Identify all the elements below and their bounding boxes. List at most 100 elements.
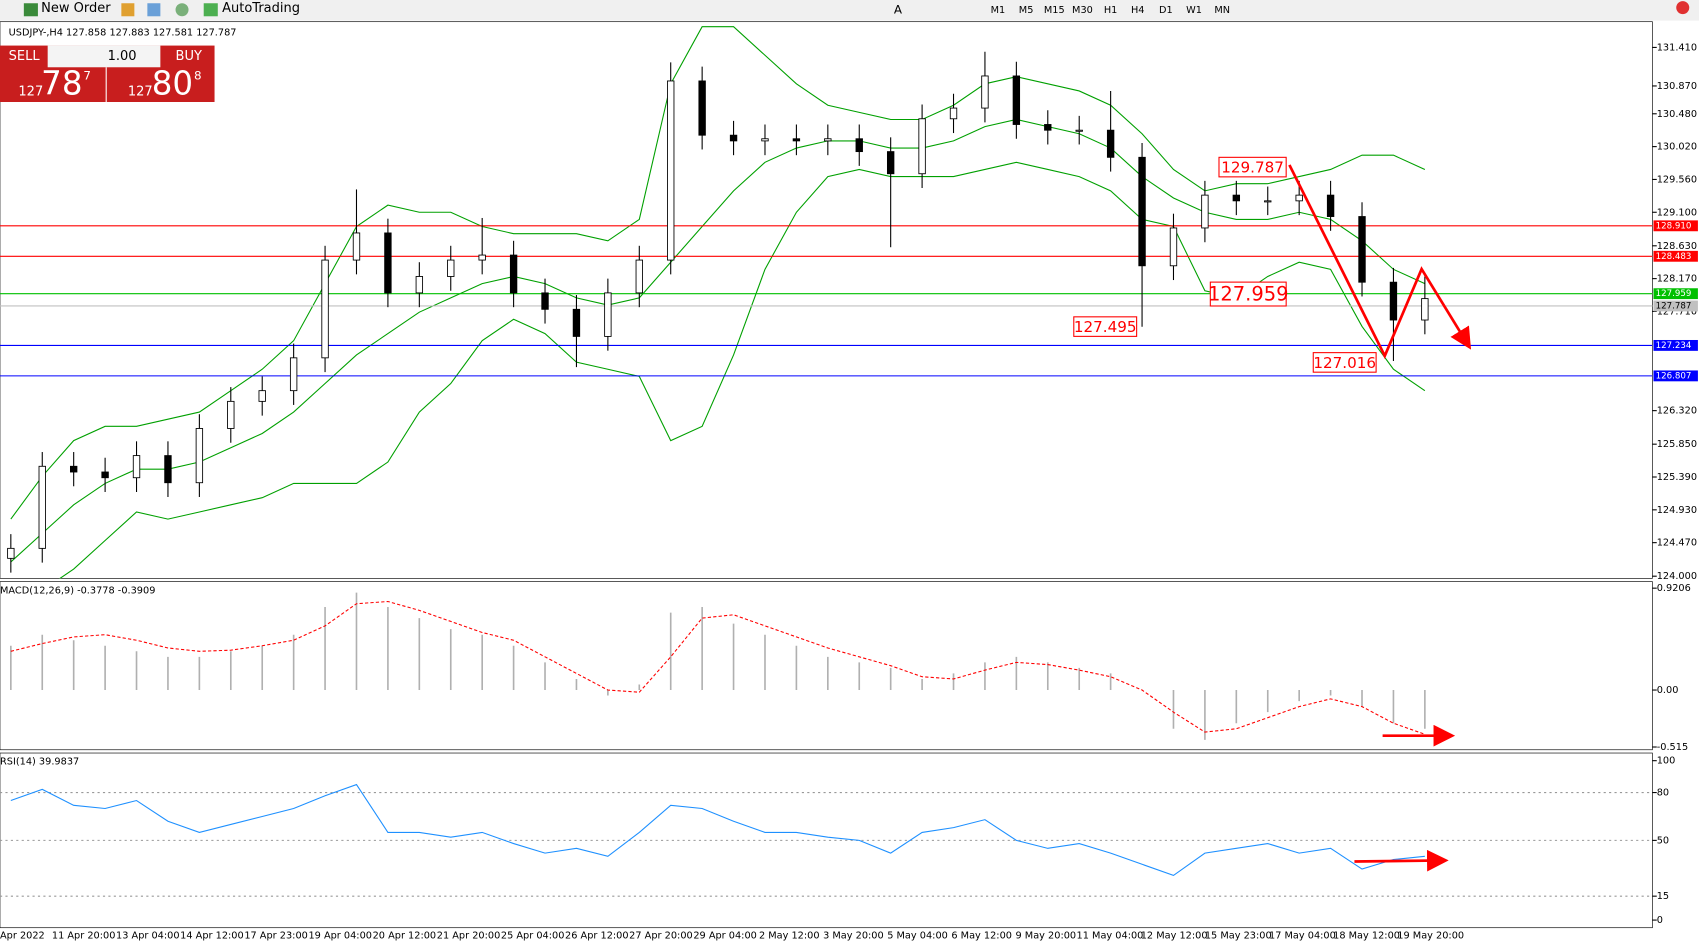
timeframe-button[interactable]: M1 bbox=[991, 5, 1006, 16]
indicator-title: RSI(14) 39.9837 bbox=[0, 757, 79, 768]
notification[interactable] bbox=[1676, 1, 1690, 15]
annotation-box bbox=[1312, 352, 1377, 373]
y-tick-label: 124.930 bbox=[1657, 505, 1697, 516]
annotation: 127.959 bbox=[1208, 283, 1289, 306]
y-tick-label: 0 bbox=[1657, 915, 1663, 926]
y-tick-label: 0.9206 bbox=[1657, 583, 1691, 594]
candle-body bbox=[761, 138, 769, 142]
bollinger-middle bbox=[10, 118, 1426, 563]
candle-body bbox=[729, 134, 738, 142]
auto-trading[interactable]: AutoTrading bbox=[222, 1, 300, 16]
y-tick-label: 125.390 bbox=[1657, 472, 1697, 483]
y-tick-label: 128.170 bbox=[1657, 274, 1697, 285]
candle-body bbox=[384, 232, 392, 294]
timeframe-button[interactable]: M30 bbox=[1072, 5, 1093, 16]
y-tick-label: 130.480 bbox=[1657, 109, 1697, 120]
y-tick-label: 130.020 bbox=[1657, 142, 1697, 153]
level-label-bg bbox=[1653, 220, 1698, 232]
tool-icon[interactable] bbox=[121, 3, 135, 17]
y-tick-label: 129.100 bbox=[1657, 207, 1697, 218]
x-tick-label: 17 Apr 23:00 bbox=[244, 930, 308, 941]
annotation-box bbox=[1209, 281, 1287, 307]
x-tick-label: 2 May 12:00 bbox=[759, 930, 820, 941]
x-tick-label: 11 May 04:00 bbox=[1077, 930, 1144, 941]
candle-body bbox=[1106, 129, 1115, 158]
sell-price-main[interactable]: 78 bbox=[41, 65, 82, 103]
x-tick-label: 5 May 04:00 bbox=[887, 930, 948, 941]
buy-price-big[interactable]: 127 bbox=[128, 85, 153, 100]
y-tick-label: 130.870 bbox=[1657, 81, 1697, 92]
candle-body bbox=[69, 465, 78, 473]
x-tick-label: 3 May 20:00 bbox=[823, 930, 884, 941]
timeframe-button[interactable]: M5 bbox=[1019, 5, 1034, 16]
x-tick-label: 29 Apr 04:00 bbox=[693, 930, 757, 941]
y-tick-label: 125.850 bbox=[1657, 439, 1697, 450]
timeframe-button[interactable]: M15 bbox=[1044, 5, 1065, 16]
candle-body bbox=[855, 138, 863, 153]
candle-body bbox=[7, 547, 15, 559]
tool-icon[interactable] bbox=[175, 3, 189, 17]
annotation-box bbox=[1073, 316, 1138, 337]
buy-price-main[interactable]: 80 bbox=[152, 65, 193, 103]
pane-content bbox=[0, 783, 1653, 897]
x-tick-label: 20 Apr 12:00 bbox=[373, 930, 437, 941]
text-tool[interactable]: A bbox=[894, 2, 903, 16]
y-tick-label: 129.560 bbox=[1657, 174, 1697, 185]
candle-body bbox=[1389, 281, 1398, 321]
x-tick-label: 13 Apr 04:00 bbox=[116, 930, 180, 941]
tool-icon[interactable] bbox=[147, 3, 161, 17]
lot[interactable]: 1.00 bbox=[108, 49, 137, 64]
level-label-bg bbox=[1653, 300, 1698, 312]
timeframe-button[interactable]: D1 bbox=[1159, 5, 1173, 16]
y-tick-label: 0.00 bbox=[1657, 685, 1679, 696]
sell-price-big[interactable]: 127 bbox=[18, 85, 43, 100]
lot-box[interactable] bbox=[47, 45, 161, 68]
x-tick-label: 14 Apr 12:00 bbox=[180, 930, 244, 941]
candle-body bbox=[509, 254, 518, 294]
price-pane bbox=[0, 21, 1653, 579]
autotrading-icon[interactable] bbox=[203, 3, 218, 17]
candle-body bbox=[1358, 216, 1366, 283]
sell-price-pip[interactable]: 7 bbox=[83, 68, 91, 82]
candle-body bbox=[1264, 200, 1272, 203]
x-tick-label: 21 Apr 20:00 bbox=[437, 930, 501, 941]
new-order[interactable]: New Order bbox=[41, 1, 111, 16]
candle-body bbox=[258, 390, 266, 402]
buy-button[interactable]: BUY bbox=[176, 49, 202, 64]
timeframe-button[interactable]: W1 bbox=[1186, 5, 1202, 16]
drawn-arrows bbox=[1288, 164, 1472, 872]
x-tick-label: 19 May 20:00 bbox=[1397, 930, 1464, 941]
x-tick-label: 19 Apr 04:00 bbox=[308, 930, 372, 941]
candle-body bbox=[478, 254, 486, 261]
timeframe-button[interactable]: H1 bbox=[1104, 5, 1118, 16]
buy-price-pip[interactable]: 8 bbox=[194, 68, 202, 82]
candle-body bbox=[1012, 75, 1021, 125]
candle-body bbox=[1169, 227, 1178, 267]
x-tick-label: 26 Apr 12:00 bbox=[565, 930, 629, 941]
annotation-box bbox=[1218, 156, 1287, 178]
price-arrow bbox=[1288, 164, 1472, 360]
level-label-bg bbox=[1653, 250, 1698, 262]
timeframe-button[interactable]: H4 bbox=[1131, 5, 1145, 16]
candle-body bbox=[1201, 194, 1209, 229]
candle-body bbox=[1326, 194, 1335, 217]
level-label: 127.787 bbox=[1656, 301, 1692, 311]
x-tick-label: 6 May 12:00 bbox=[951, 930, 1012, 941]
new-order-icon[interactable] bbox=[23, 3, 38, 17]
candle-body bbox=[38, 465, 46, 549]
timeframe-button[interactable]: MN bbox=[1214, 5, 1230, 16]
candle-body bbox=[792, 138, 801, 142]
x-tick-label: Apr 2022 bbox=[0, 930, 45, 941]
x-tick-label: 12 May 12:00 bbox=[1141, 930, 1208, 941]
x-tick-label: 18 May 12:00 bbox=[1333, 930, 1400, 941]
candle-body bbox=[227, 400, 235, 429]
x-tick-label: 15 May 23:00 bbox=[1205, 930, 1272, 941]
bollinger-lower bbox=[59, 161, 1426, 579]
y-tick-label: 128.630 bbox=[1657, 241, 1697, 252]
candle-body bbox=[635, 259, 643, 294]
candle-body bbox=[321, 259, 329, 359]
sell-button[interactable]: SELL bbox=[9, 49, 41, 64]
level-label: 127.234 bbox=[1656, 341, 1692, 351]
candle-body bbox=[604, 292, 612, 337]
